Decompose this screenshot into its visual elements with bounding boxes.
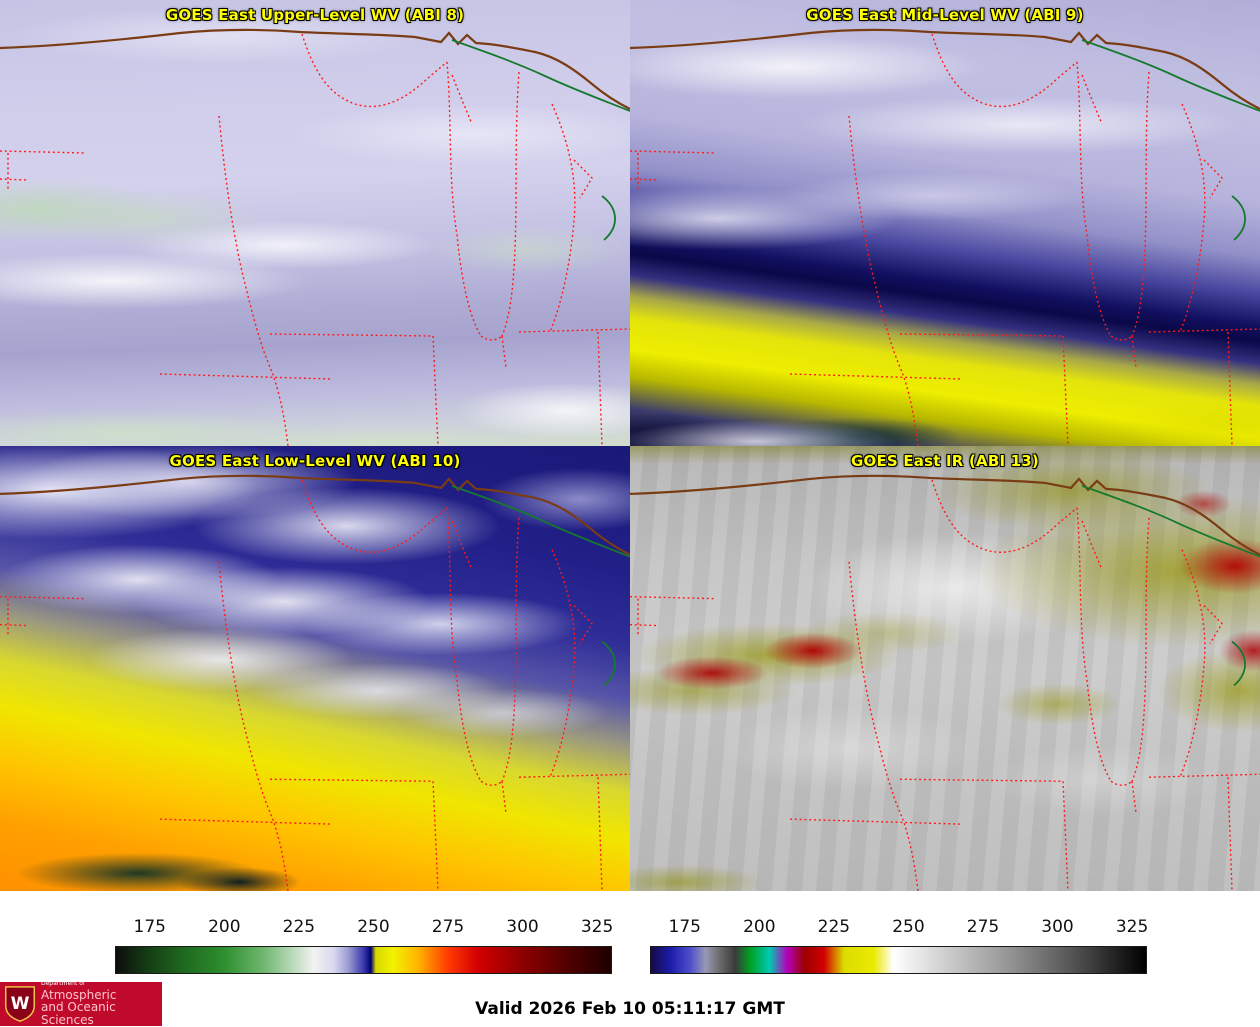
tick-label: 175 [133,917,167,937]
satellite-imagery-abi9 [630,0,1260,446]
ir-colorbar [650,946,1147,974]
tick-label: 225 [817,917,851,937]
logo-dept-of: Department of [41,980,85,988]
panel-mid-level-wv: GOES East Mid-Level WV (ABI 9) [630,0,1260,446]
logo-line-atmospheric: Atmospheric [41,987,117,1002]
satellite-imagery-abi8 [0,0,630,446]
tick-label: 250 [892,917,925,937]
tick-label: 250 [357,917,390,937]
wv-colorbar-ticks: 175 200 225 250 275 300 325 [115,917,614,941]
tick-label: 325 [580,917,614,937]
uw-crest-icon: W [4,986,36,1022]
tick-label: 325 [1115,917,1149,937]
tick-label: 275 [431,917,465,937]
logo-text: Department of Atmospheric and Oceanic Sc… [41,980,162,1027]
panel-ir: GOES East IR (ABI 13) [630,446,1260,891]
satellite-imagery-abi10 [0,446,630,891]
crest-letter: W [11,994,30,1014]
ir-colorbar-ticks: 175 200 225 250 275 300 325 [650,917,1149,941]
uw-aos-logo: W Department of Atmospheric and Oceanic … [0,980,162,1027]
panel-title-ir: GOES East IR (ABI 13) [850,452,1039,470]
panel-title-upper-wv: GOES East Upper-Level WV (ABI 8) [165,6,465,24]
tick-label: 275 [966,917,1000,937]
tick-label: 200 [208,917,241,937]
ir-colorbar-block: 175 200 225 250 275 300 325 [650,917,1149,974]
tick-label: 300 [506,917,539,937]
panel-title-mid-wv: GOES East Mid-Level WV (ABI 9) [806,6,1084,24]
logo-line-oceanic: and Oceanic Sciences [41,1000,116,1027]
wv-colorbar [115,946,612,974]
tick-label: 175 [668,917,702,937]
tick-label: 225 [282,917,316,937]
satellite-panel-grid: GOES East Upper-Level WV (ABI 8) GOES Ea… [0,0,1260,891]
panel-title-low-wv: GOES East Low-Level WV (ABI 10) [169,452,461,470]
footer: 175 200 225 250 275 300 325 175 200 225 … [0,891,1260,1027]
satellite-imagery-abi13 [630,446,1260,891]
wv-colorbar-block: 175 200 225 250 275 300 325 [115,917,614,974]
panel-upper-level-wv: GOES East Upper-Level WV (ABI 8) [0,0,630,446]
panel-low-level-wv: GOES East Low-Level WV (ABI 10) [0,446,630,891]
valid-time-label: Valid 2026 Feb 10 05:11:17 GMT [475,999,785,1019]
tick-label: 200 [743,917,776,937]
tick-label: 300 [1041,917,1074,937]
